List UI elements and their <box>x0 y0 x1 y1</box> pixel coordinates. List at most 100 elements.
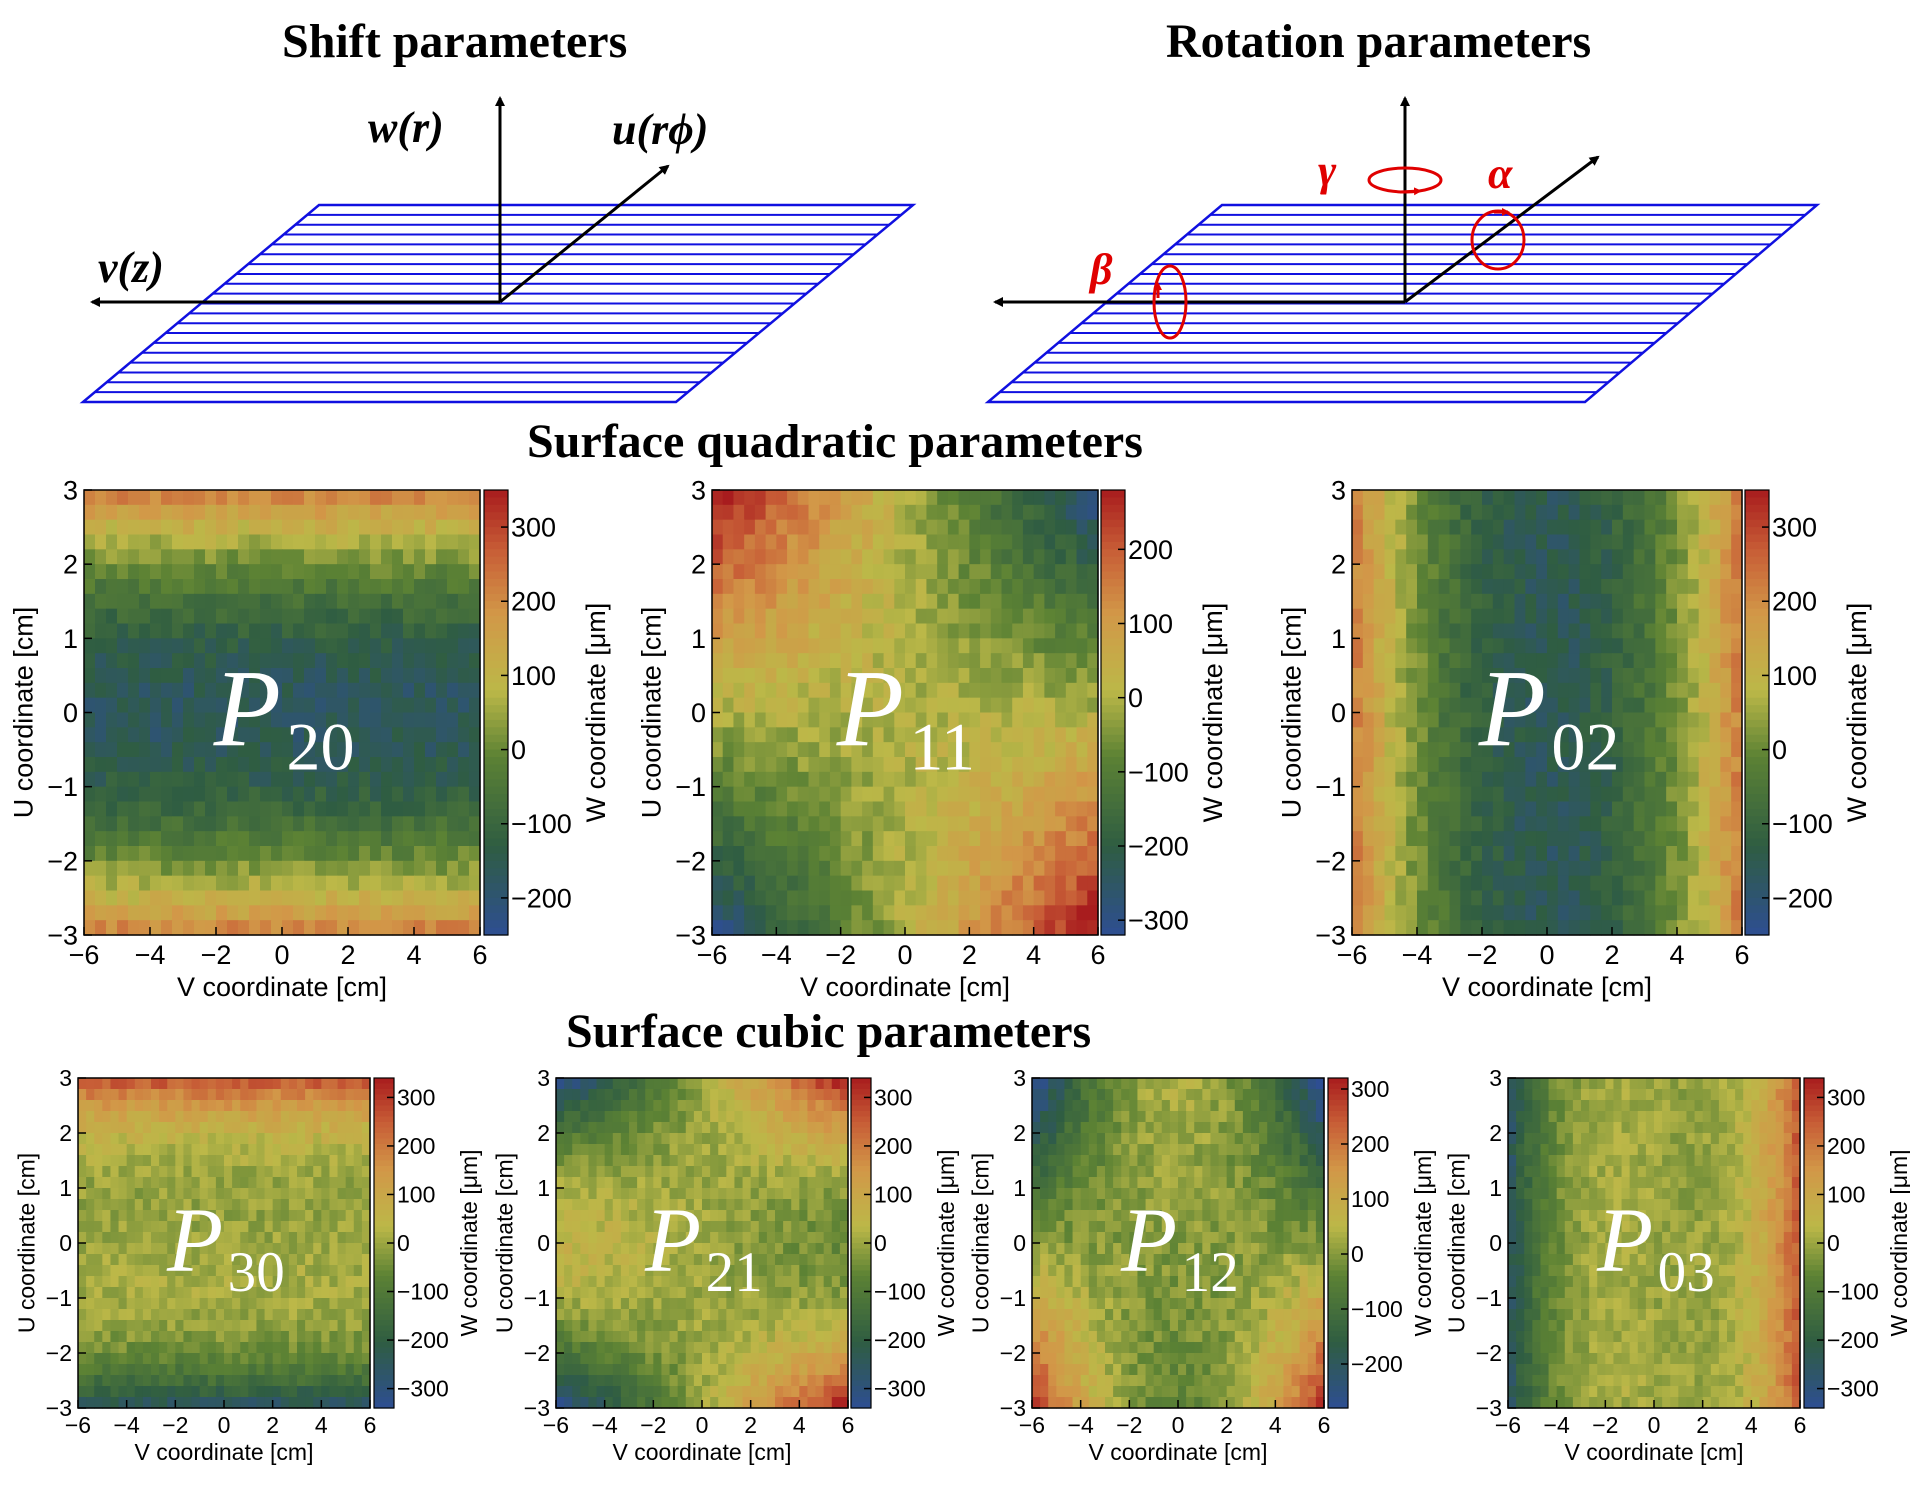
colorbar-segment <box>374 1342 394 1349</box>
heatmap-cell <box>883 490 895 506</box>
heatmap-cell <box>1536 682 1548 699</box>
colorbar-segment <box>1101 586 1125 595</box>
heatmap-cell <box>1352 742 1364 758</box>
heatmap-cell <box>905 608 917 625</box>
heatmap-cell <box>183 1122 193 1134</box>
heatmap-cell <box>469 504 481 521</box>
x-axis-label: V coordinate [cm] <box>135 1439 314 1465</box>
heatmap-cell <box>271 742 283 758</box>
heatmap-cell <box>240 1188 249 1200</box>
heatmap-cell <box>1687 727 1700 743</box>
heatmap-cell <box>1384 771 1396 788</box>
heatmap-cell <box>872 534 885 550</box>
heatmap-cell <box>1482 593 1494 610</box>
heatmap-cell <box>1417 831 1429 847</box>
heatmap-cell <box>808 831 820 847</box>
x-tick-label: 2 <box>1604 940 1619 970</box>
heatmap-cell <box>1055 638 1067 654</box>
heatmap-cell <box>947 890 960 906</box>
heatmap-cell <box>94 1353 103 1365</box>
heatmap-cell <box>1698 831 1711 847</box>
heatmap-cell <box>183 846 195 862</box>
heatmap-cell <box>905 742 917 758</box>
heatmap-cell <box>414 920 426 936</box>
heatmap-cell <box>238 712 250 728</box>
heatmap-cell <box>224 1221 233 1233</box>
heatmap-cell <box>326 638 338 654</box>
heatmap-cell <box>414 831 426 847</box>
heatmap-cell <box>224 1232 233 1244</box>
heatmap-cell <box>94 1144 103 1156</box>
heatmap-cell <box>403 579 415 595</box>
heatmap-cell <box>1033 579 1045 595</box>
heatmap-cell <box>425 727 437 743</box>
heatmap-cell <box>142 1232 152 1244</box>
heatmap-cell <box>264 1177 274 1189</box>
heatmap-cell <box>353 1375 363 1387</box>
heatmap-cell <box>1352 653 1364 669</box>
heatmap-cell <box>1044 905 1056 921</box>
heatmap-cell <box>1503 786 1516 803</box>
heatmap-cell <box>1065 623 1078 639</box>
heatmap-cell <box>1033 623 1045 639</box>
heatmap-cell <box>359 579 371 595</box>
heatmap-cell <box>194 846 206 862</box>
heatmap-cell <box>1731 905 1743 921</box>
heatmap-cell <box>1362 920 1375 936</box>
colorbar-segment <box>1745 853 1769 862</box>
colorbar-tick-label: −100 <box>1772 809 1833 839</box>
heatmap-cell <box>1655 490 1667 506</box>
heatmap-cell <box>78 1188 87 1200</box>
heatmap-cell <box>414 712 426 728</box>
heatmap-cell <box>280 1331 290 1343</box>
heatmap-cell <box>661 1078 671 1090</box>
heatmap-cell <box>117 860 129 877</box>
heatmap-cell <box>313 1133 322 1145</box>
heatmap-cell <box>883 534 895 550</box>
heatmap-cell <box>926 519 938 536</box>
heatmap-cell <box>84 697 96 714</box>
heatmap-cell <box>353 1298 363 1310</box>
heatmap-cell <box>926 816 938 832</box>
heatmap-cell <box>872 668 885 684</box>
heatmap-cell <box>271 682 283 699</box>
heatmap-cell <box>436 697 448 714</box>
heatmap-cell <box>191 1177 201 1189</box>
heatmap-cell <box>414 608 426 625</box>
heatmap-cell <box>260 831 272 847</box>
heatmap-cell <box>1362 593 1375 610</box>
heatmap-cell <box>293 564 305 580</box>
heatmap-cell <box>469 860 481 877</box>
heatmap-cell <box>1547 890 1559 906</box>
heatmap-cell <box>733 668 745 684</box>
heatmap-cell <box>661 1122 671 1134</box>
heatmap-cell <box>207 1265 217 1277</box>
heatmap-cell <box>102 1309 112 1321</box>
heatmap-cell <box>937 504 949 521</box>
heatmap-cell <box>216 920 228 936</box>
heatmap-cell <box>776 846 788 862</box>
heatmap-cell <box>1033 549 1045 565</box>
heatmap-cell <box>134 1089 144 1101</box>
heatmap-cell <box>883 638 895 654</box>
heatmap-cell <box>150 860 162 877</box>
heatmap-cell <box>1666 490 1678 506</box>
heatmap-cell <box>1022 786 1035 803</box>
heatmap-cell <box>175 1155 185 1167</box>
colorbar-segment <box>374 1182 394 1189</box>
heatmap-cell <box>1384 831 1396 847</box>
heatmap-cell <box>1352 801 1364 817</box>
heatmap-cell <box>722 801 735 817</box>
heatmap-cell <box>883 727 895 743</box>
heatmap-cell <box>321 1364 331 1376</box>
heatmap-cell <box>1352 579 1364 595</box>
heatmap-cell <box>232 1309 241 1321</box>
heatmap-cell <box>894 875 906 892</box>
heatmap-cell <box>249 564 261 580</box>
heatmap-cell <box>1677 727 1689 743</box>
heatmap-cell <box>305 1144 314 1156</box>
heatmap-cell <box>1677 786 1689 803</box>
heatmap-cell <box>926 534 938 550</box>
heatmap-cell <box>106 771 118 788</box>
heatmap-cell <box>194 534 206 550</box>
